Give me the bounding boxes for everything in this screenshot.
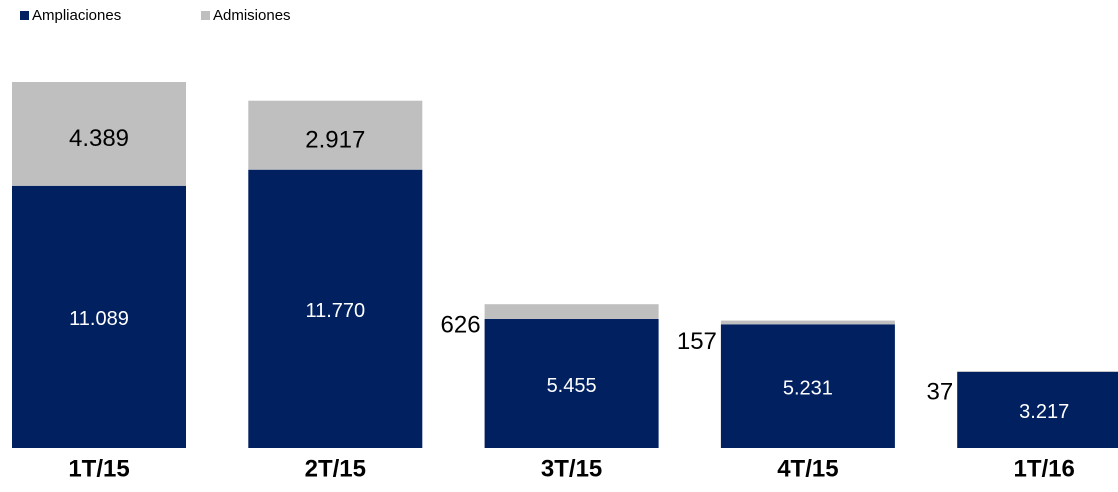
bar-segment xyxy=(12,82,186,186)
x-tick-label: 1T/15 xyxy=(68,455,129,482)
value-label: 5.455 xyxy=(547,375,597,397)
bar-segment xyxy=(957,371,1118,448)
legend-swatch xyxy=(201,11,210,20)
legend-swatch xyxy=(20,11,29,20)
value-label: 4.389 xyxy=(69,125,129,152)
x-tick-label: 4T/15 xyxy=(777,455,838,482)
value-label: 11.770 xyxy=(305,300,365,322)
bar-segment xyxy=(957,371,1118,372)
x-tick-label: 2T/15 xyxy=(305,455,366,482)
bar-segment xyxy=(720,324,895,448)
bar-segment xyxy=(248,169,423,448)
legend-label: Ampliaciones xyxy=(32,7,121,24)
bar-segment xyxy=(12,185,186,448)
value-label: 11.089 xyxy=(69,308,129,330)
value-label: 3.217 xyxy=(1019,401,1069,423)
bar-segment xyxy=(484,304,659,320)
x-tick-label: 3T/15 xyxy=(541,455,602,482)
value-label: 2.917 xyxy=(305,127,365,154)
x-tick-label: 1T/16 xyxy=(1014,455,1075,482)
bar-segment xyxy=(720,320,895,325)
bar-segment xyxy=(248,100,423,170)
value-label: 37 xyxy=(926,378,953,405)
value-label: 157 xyxy=(677,328,717,355)
legend-label: Admisiones xyxy=(213,7,291,24)
value-label: 626 xyxy=(441,312,481,339)
value-label: 5.231 xyxy=(783,377,833,399)
bar-segment xyxy=(484,319,659,448)
